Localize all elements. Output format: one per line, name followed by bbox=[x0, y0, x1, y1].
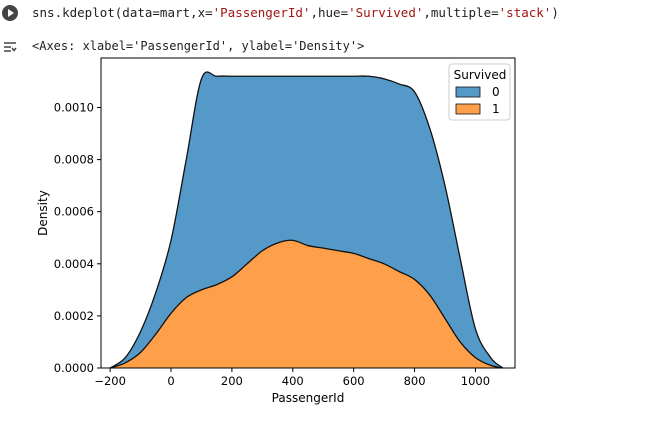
code-line[interactable]: sns.kdeplot(data=mart,x='PassengerId',hu… bbox=[32, 5, 559, 20]
kde-chart: −200 0 200 400 600 800 1000 0.0000 0.0002 0.0004 0… bbox=[36, 57, 516, 405]
series-1-area bbox=[110, 240, 503, 368]
y-tick-label: 0.0006 bbox=[54, 205, 94, 219]
code-string: 'Survived' bbox=[348, 5, 424, 20]
code-cell[interactable]: sns.kdeplot(data=mart,x='PassengerId',hu… bbox=[0, 0, 666, 28]
legend-title: Survived bbox=[454, 68, 507, 82]
x-tick-label: −200 bbox=[94, 374, 126, 388]
code-token: ) bbox=[551, 5, 559, 20]
legend-swatch bbox=[455, 103, 481, 115]
y-axis-label: Density bbox=[36, 190, 50, 236]
output-repr-text: <Axes: xlabel='PassengerId', ylabel='Den… bbox=[32, 39, 365, 53]
y-tick-label: 0.0000 bbox=[54, 361, 94, 375]
legend-label: 1 bbox=[492, 102, 500, 116]
y-tick-label: 0.0010 bbox=[54, 100, 94, 114]
series-1-line bbox=[109, 239, 503, 369]
code-string: 'stack' bbox=[498, 5, 552, 20]
y-tick-label: 0.0004 bbox=[54, 257, 94, 271]
legend-label: 0 bbox=[492, 85, 500, 99]
code-token: sns.kdeplot(data=mart,x= bbox=[32, 5, 213, 20]
run-cell-button[interactable] bbox=[2, 5, 18, 21]
y-tick-label: 0.0002 bbox=[54, 309, 94, 323]
code-token: ,multiple= bbox=[423, 5, 499, 20]
x-tick-label: 1000 bbox=[461, 374, 490, 388]
x-tick-label: 200 bbox=[221, 374, 243, 388]
x-tick-label: 0 bbox=[167, 374, 174, 388]
legend-swatch bbox=[455, 86, 481, 98]
x-tick-label: 600 bbox=[343, 374, 365, 388]
cell-output: <Axes: xlabel='PassengerId', ylabel='Den… bbox=[0, 34, 666, 421]
x-axis-label: PassengerId bbox=[272, 391, 345, 405]
output-menu-icon[interactable] bbox=[3, 40, 17, 54]
plot-frame bbox=[100, 57, 516, 369]
series-0-line bbox=[109, 71, 504, 369]
x-tick-label: 400 bbox=[282, 374, 304, 388]
x-tick-label: 800 bbox=[404, 374, 426, 388]
code-string: 'PassengerId' bbox=[212, 5, 311, 20]
code-token: ,hue= bbox=[310, 5, 349, 20]
series-0-area bbox=[110, 72, 503, 368]
legend: Survived 0 1 bbox=[448, 63, 511, 121]
y-tick-label: 0.0008 bbox=[54, 153, 94, 167]
